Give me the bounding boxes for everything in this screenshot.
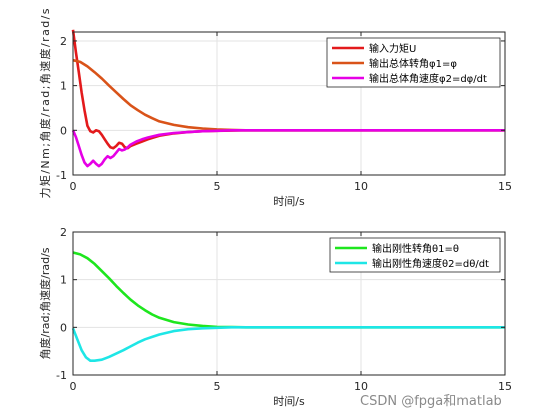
- legend-label-0: 输入力矩U: [369, 42, 416, 55]
- y-tick-label: 0: [60, 124, 67, 137]
- y-tick-label: 1: [60, 80, 67, 93]
- legend-label-2: 输出总体角速度φ2=dφ/dt: [369, 72, 487, 85]
- legend-label-0: 输出刚性转角θ1=θ: [372, 242, 459, 255]
- x-tick-label: 5: [214, 380, 221, 393]
- x-axis-label: 时间/s: [273, 195, 305, 208]
- y-tick-label: 2: [60, 35, 67, 48]
- x-axis-label: 时间/s: [273, 395, 305, 408]
- legend: 输入力矩U 输出总体转角φ1=φ 输出总体角速度φ2=dφ/dt: [326, 37, 501, 88]
- x-tick-label: 10: [354, 180, 368, 193]
- y-tick-label: 2: [60, 226, 67, 239]
- series-line-1: [71, 325, 505, 363]
- series-line-2: [71, 129, 505, 168]
- y-axis-label: 角度/rad;角速度/rad/s: [38, 247, 52, 359]
- y-tick-label: 1: [60, 274, 67, 287]
- x-tick-label: 15: [498, 180, 512, 193]
- y-axis-label: 力矩/Nm;角度/rad;角速度/rad/s: [38, 8, 52, 198]
- x-tick-label: 0: [70, 180, 77, 193]
- x-tick-label: 15: [498, 380, 512, 393]
- legend-box: [329, 237, 501, 273]
- x-tick-label: 0: [70, 380, 77, 393]
- legend-label-1: 输出总体转角φ1=φ: [369, 57, 457, 70]
- y-tick-label: -1: [56, 369, 67, 382]
- y-tick-label: -1: [56, 169, 67, 182]
- x-tick-label: 10: [354, 380, 368, 393]
- legend-label-1: 输出刚性角速度θ2=dθ/dt: [372, 257, 489, 270]
- axes-box: [72, 231, 506, 376]
- watermark: CSDN @fpga和matlab: [360, 394, 502, 409]
- y-tick-label: 0: [60, 321, 67, 334]
- axes-box: [72, 31, 506, 176]
- legend: 输出刚性转角θ1=θ 输出刚性角速度θ2=dθ/dt: [329, 237, 501, 273]
- top-subplot: 0 5 10 15-1012时间/s力矩/Nm;角度/rad;角速度/rad/s输入力…: [38, 8, 512, 208]
- x-tick-label: 5: [214, 180, 221, 193]
